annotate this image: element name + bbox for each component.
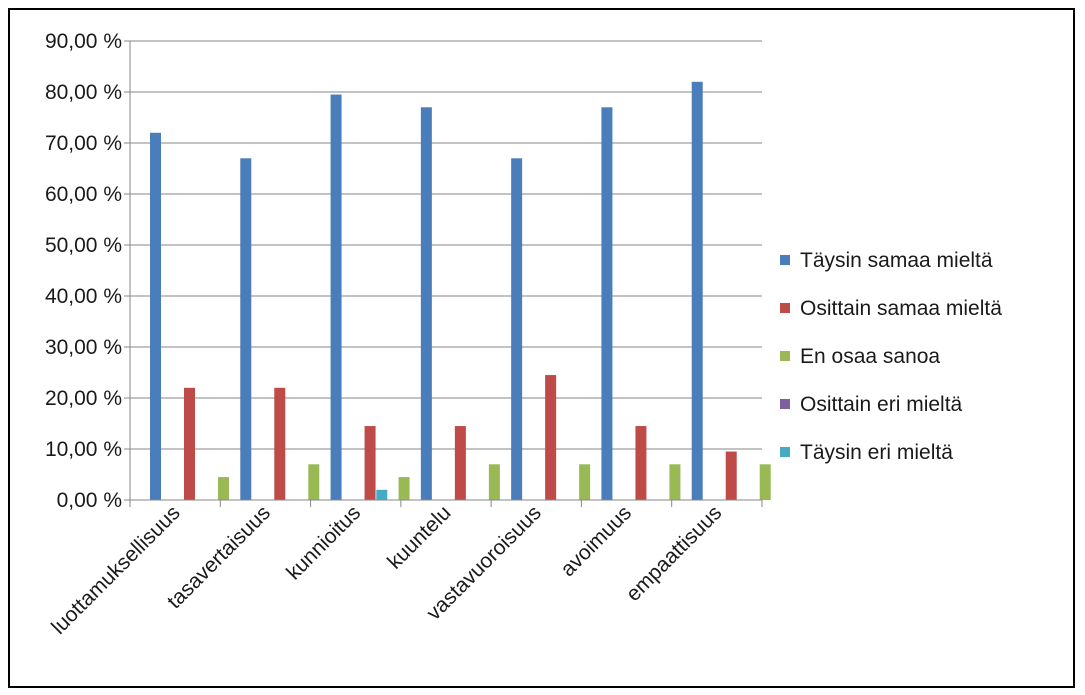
legend-label: Osittain eri mieltä — [800, 393, 963, 416]
y-tick-label: 80,00 % — [45, 81, 122, 104]
legend-label: Täysin samaa mieltä — [800, 249, 993, 272]
y-tick-label: 50,00 % — [45, 234, 122, 257]
y-tick-label: 60,00 % — [45, 183, 122, 206]
y-tick-label: 0,00 % — [57, 489, 122, 512]
bars — [150, 81, 771, 501]
bar — [669, 464, 681, 500]
bar — [635, 426, 647, 500]
y-tick-label: 30,00 % — [45, 336, 122, 359]
bar — [184, 387, 195, 500]
bar — [488, 464, 500, 500]
bar — [579, 464, 591, 500]
gridlines — [130, 40, 762, 450]
bar — [308, 464, 320, 500]
bar — [274, 387, 286, 500]
x-tick-label: kunnioitus — [282, 501, 365, 584]
bar — [330, 94, 342, 501]
bar — [454, 426, 466, 500]
bar — [691, 81, 703, 501]
y-tick-label: 70,00 % — [45, 132, 122, 155]
bar — [150, 132, 161, 501]
legend-swatch — [780, 303, 790, 313]
legend-label: Osittain samaa mieltä — [800, 297, 1002, 320]
x-tick-label: avoimuus — [556, 501, 636, 581]
x-tick-label: kuuntelu — [383, 501, 455, 573]
bar — [759, 464, 771, 500]
legend-label: Täysin eri mieltä — [800, 441, 953, 464]
y-tick-label: 10,00 % — [45, 438, 122, 461]
y-tick-label: 40,00 % — [45, 285, 122, 308]
bar — [364, 426, 376, 500]
bar — [545, 375, 557, 500]
legend-swatch — [780, 351, 790, 361]
y-axis: 0,00 % 10,00 % 20,00 % 30,00 % 40,00 % 50,00 … — [45, 30, 131, 512]
bar-chart: 0,00 % 10,00 % 20,00 % 30,00 % 40,00 % 50,00 … — [45, 30, 1002, 639]
y-tick-label: 90,00 % — [45, 30, 122, 53]
x-tick-label: luottamuksellisuus — [47, 501, 185, 639]
legend-swatch — [780, 447, 790, 457]
x-tick-label: empaattisuus — [622, 501, 727, 606]
legend: Täysin samaa mieltä Osittain samaa mieltä… — [780, 249, 1002, 464]
bar — [511, 158, 523, 501]
chart-frame: 0,00 % 10,00 % 20,00 % 30,00 % 40,00 % 50,00 … — [8, 8, 1075, 688]
y-tick-label: 20,00 % — [45, 387, 122, 410]
bar — [218, 477, 229, 500]
legend-swatch — [780, 255, 790, 265]
bar — [420, 107, 432, 501]
legend-swatch — [780, 399, 790, 409]
bar — [398, 477, 410, 500]
bar — [725, 451, 737, 500]
bar — [240, 158, 252, 501]
bar — [601, 107, 613, 501]
legend-label: En osaa sanoa — [800, 345, 940, 368]
bar — [376, 489, 388, 500]
